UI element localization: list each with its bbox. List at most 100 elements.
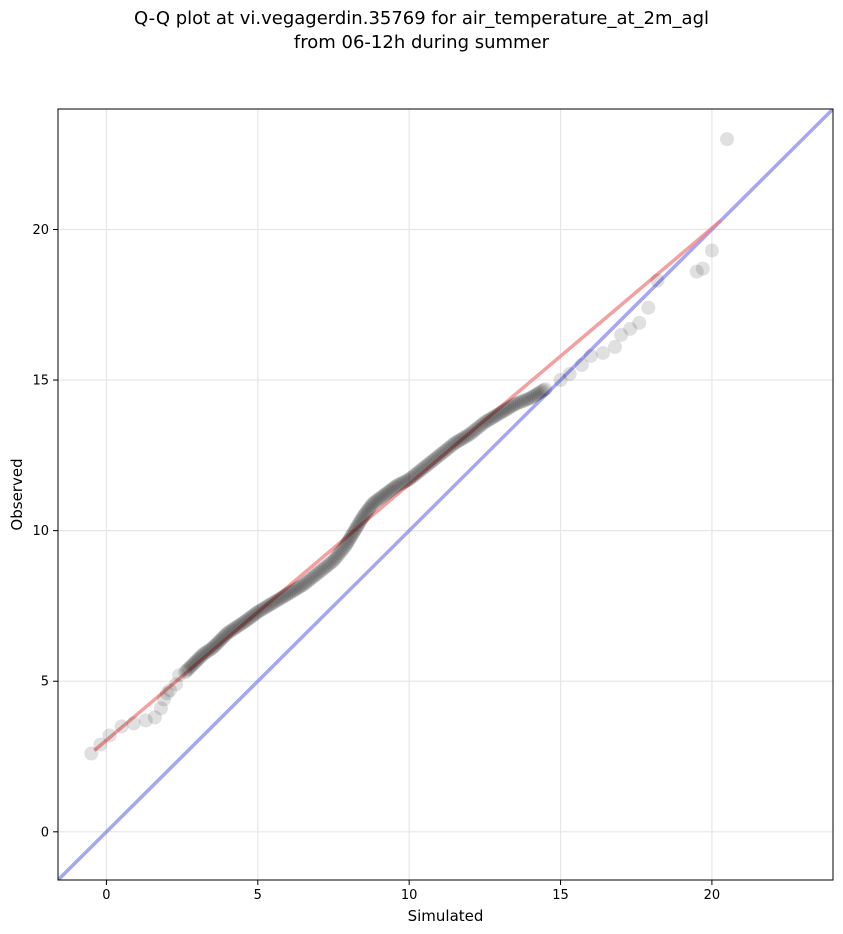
data-point: [236, 615, 251, 630]
data-point: [156, 692, 171, 707]
data-point: [419, 458, 434, 473]
data-point: [402, 472, 417, 487]
data-point: [720, 132, 735, 147]
data-point: [296, 577, 311, 592]
data-point: [346, 525, 361, 540]
data-point: [363, 499, 378, 514]
data-point: [430, 449, 445, 464]
data-point: [534, 384, 549, 399]
data-point: [462, 427, 477, 442]
data-point: [377, 487, 392, 502]
data-point: [583, 348, 598, 363]
plot-area: [58, 109, 833, 880]
data-point: [185, 657, 200, 672]
data-point: [184, 659, 199, 674]
data-point: [361, 501, 376, 516]
data-point: [331, 548, 346, 563]
data-point: [277, 589, 292, 604]
data-point: [453, 432, 468, 447]
data-point: [342, 533, 357, 548]
data-point: [138, 713, 153, 728]
data-point: [153, 701, 168, 716]
data-point: [491, 407, 506, 422]
data-point: [271, 592, 286, 607]
data-point: [460, 428, 475, 443]
data-point: [252, 603, 267, 618]
data-point: [292, 580, 307, 595]
data-point: [514, 394, 529, 409]
data-point: [219, 627, 234, 642]
data-point: [315, 562, 330, 577]
data-point: [93, 737, 108, 752]
data-point: [337, 540, 352, 555]
x-tick-label: 10: [401, 888, 418, 903]
data-point: [521, 391, 536, 406]
data-point: [256, 601, 271, 616]
data-point: [483, 411, 498, 426]
data-point: [343, 531, 358, 546]
data-point: [114, 719, 129, 734]
data-point: [243, 610, 258, 625]
data-point: [386, 481, 401, 496]
data-point: [224, 623, 239, 638]
data-point: [320, 558, 335, 573]
identity-line: [58, 109, 833, 880]
data-point: [235, 616, 250, 631]
data-point: [194, 648, 209, 663]
data-point: [231, 618, 246, 633]
data-point: [294, 578, 309, 593]
data-point: [479, 414, 494, 429]
data-point: [623, 321, 638, 336]
data-point: [245, 608, 260, 623]
data-point: [415, 461, 430, 476]
data-point: [84, 746, 99, 761]
data-point: [233, 617, 248, 632]
data-point: [303, 571, 318, 586]
data-point: [510, 396, 525, 411]
data-point: [179, 663, 194, 678]
data-point: [199, 644, 214, 659]
data-point: [196, 647, 211, 662]
data-point: [424, 454, 439, 469]
data-point: [528, 387, 543, 402]
y-tick-label: 15: [32, 374, 49, 389]
data-point: [193, 650, 208, 665]
data-point: [650, 273, 665, 288]
data-point: [203, 642, 218, 657]
data-point: [267, 594, 282, 609]
data-point: [608, 339, 623, 354]
data-point: [282, 585, 297, 600]
data-point: [407, 467, 422, 482]
data-point: [500, 401, 515, 416]
data-point: [451, 434, 466, 449]
data-point: [614, 327, 629, 342]
data-point: [279, 588, 294, 603]
data-point: [449, 435, 464, 450]
data-point: [264, 597, 279, 612]
data-point: [208, 638, 223, 653]
data-point: [240, 612, 255, 627]
data-point: [369, 493, 384, 508]
data-point: [353, 514, 368, 529]
data-point: [379, 486, 394, 501]
data-point: [102, 728, 117, 743]
chart-title-line-1: Q-Q plot at vi.vegagerdin.35769 for air_…: [134, 8, 709, 29]
data-point: [273, 591, 288, 606]
data-point: [508, 397, 523, 412]
data-point: [374, 490, 389, 505]
data-point: [222, 624, 237, 639]
data-point: [527, 388, 542, 403]
data-point: [472, 419, 487, 434]
data-point: [348, 521, 363, 536]
data-point: [371, 492, 386, 507]
data-point: [159, 686, 174, 701]
data-point: [355, 510, 370, 525]
data-point: [360, 503, 375, 518]
data-point: [641, 300, 656, 315]
data-point: [181, 662, 196, 677]
data-point: [191, 651, 206, 666]
y-tick-label: 10: [32, 524, 49, 539]
data-point: [126, 716, 141, 731]
data-point: [311, 565, 326, 580]
data-point: [352, 516, 367, 531]
